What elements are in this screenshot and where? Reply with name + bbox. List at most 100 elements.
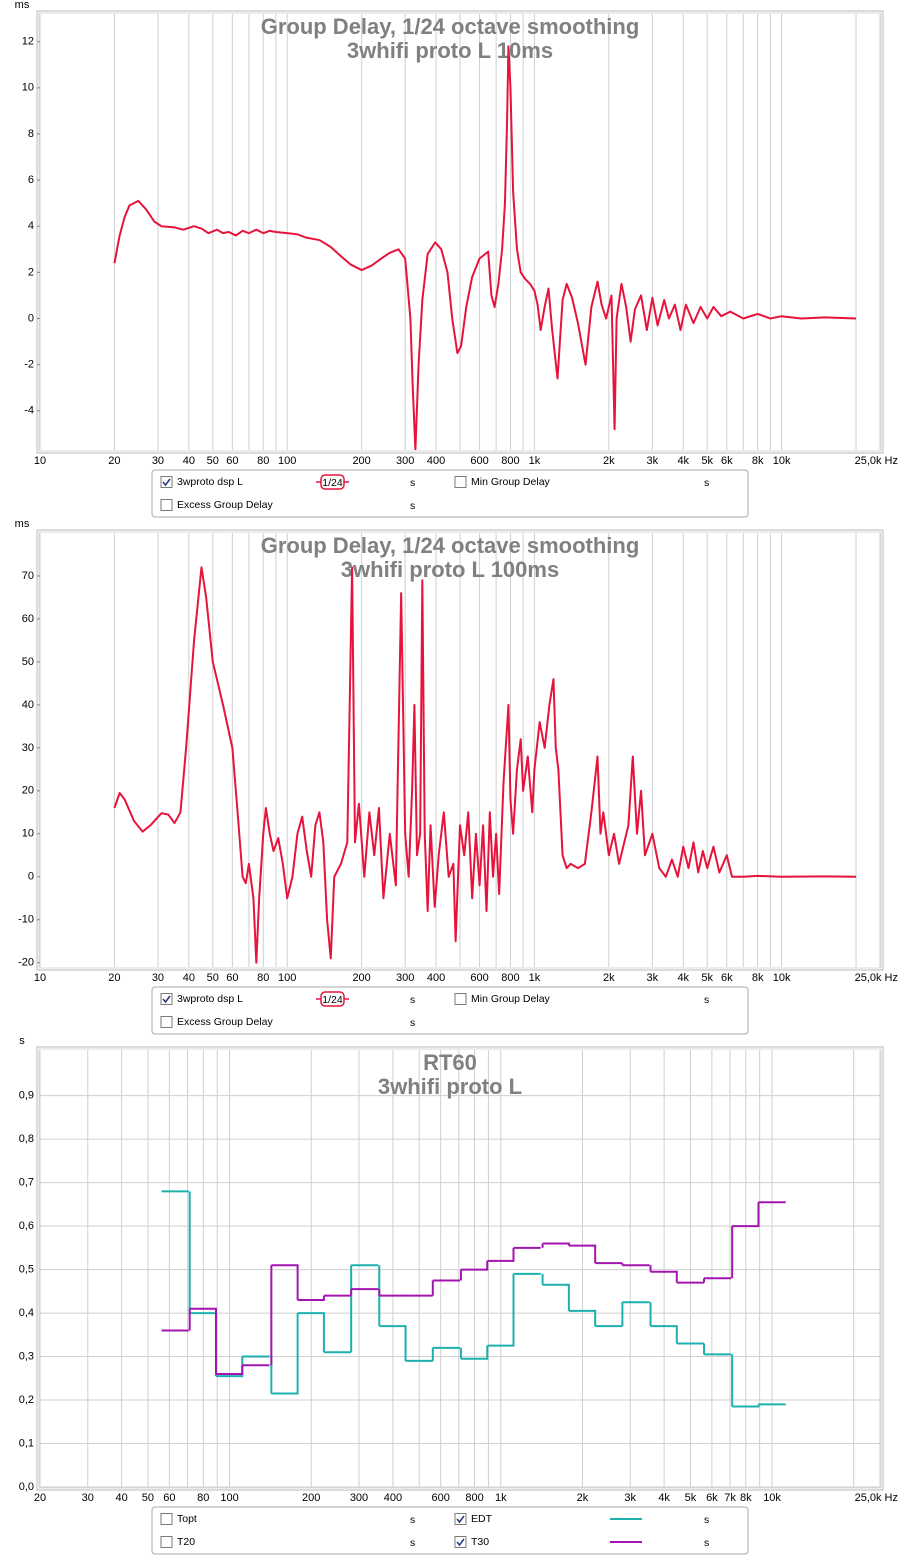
x-tick-label: 60 [226,455,238,467]
legend-unit: s [704,477,709,489]
legend-item[interactable]: Min Group Delay s [454,993,709,1006]
legend-item[interactable]: Excess Group Delay s [160,1016,415,1029]
legend-label: Topt [177,1513,197,1525]
legend-item[interactable]: 3wproto dsp L s 1/24 [160,474,415,490]
checkbox[interactable] [160,1513,173,1525]
y-tick-label: 0,2 [19,1394,34,1406]
x-tick-label: 4k [677,972,689,984]
checkbox[interactable] [454,993,467,1005]
y-tick-label: 10 [22,828,34,840]
y-tick-label: -4 [24,405,34,417]
x-tick-label: 1k [529,972,541,984]
x-tick-label: 50 [207,972,219,984]
legend-box [151,1506,749,1555]
legend-item[interactable]: 3wproto dsp L s 1/24 [160,991,415,1007]
x-tick-label: 30 [82,1492,94,1504]
checkbox[interactable] [160,1016,173,1028]
y-tick-label: -20 [18,957,34,969]
checkbox[interactable] [160,1536,173,1548]
x-tick-label: 3k [624,1492,636,1504]
chart-subtitle: 3whifi proto L 100ms [341,557,559,582]
legend-label: Min Group Delay [471,993,551,1005]
x-tick-label: 80 [197,1492,209,1504]
y-tick-label: 50 [22,656,34,668]
check-mark [456,1538,465,1547]
plot-clip [113,566,857,964]
smoothing-label: 1/24 [322,994,343,1006]
x-tick-label: 20 [34,1492,46,1504]
x-tick-label: 40 [183,972,195,984]
checkbox[interactable] [454,1513,467,1525]
y-tick-label: 20 [22,785,34,797]
checkbox[interactable] [160,499,173,511]
chart-subtitle: 3whifi proto L 10ms [347,38,553,63]
x-tick-label: 200 [352,455,370,467]
x-tick-label: 400 [427,455,445,467]
legend-item[interactable]: T30 s [454,1536,709,1549]
smoothing-badge[interactable] [320,474,345,490]
plot-clip [161,1190,786,1408]
x-tick-label: 3k [647,455,659,467]
x-tick-label: 400 [427,972,445,984]
x-tick-label: 8k [740,1492,752,1504]
legend-item[interactable]: Min Group Delay s [454,476,709,489]
y-unit: ms [15,518,30,530]
x-tick-label: 60 [226,972,238,984]
x-tick-label: 600 [470,455,488,467]
legend-item[interactable]: Topt s [160,1513,415,1526]
x-tick-label: 300 [396,972,414,984]
y-tick-label: 0,5 [19,1263,34,1275]
legend-item[interactable]: T20 s [160,1536,415,1549]
checkbox[interactable] [160,476,173,488]
checkbox[interactable] [454,476,467,488]
x-tick-label: 200 [352,972,370,984]
y-tick-label: 0,9 [19,1090,34,1102]
x-tick-label: 7k [724,1492,736,1504]
y-tick-label: 0,4 [19,1307,34,1319]
legend-unit: s [410,500,415,512]
y-tick-label: 8 [28,128,34,140]
x-tick-label: 2k [603,455,615,467]
legend-unit: s [704,994,709,1006]
y-tick-label: 0 [28,871,34,883]
smoothing-badge[interactable] [320,991,345,1007]
y-tick-label: 6 [28,174,34,186]
legend-item[interactable]: Excess Group Delay s [160,499,415,512]
legend-item[interactable]: EDT s [454,1513,709,1526]
y-unit: s [19,1035,25,1047]
legend-box [151,986,749,1035]
data-line [113,566,857,964]
x-tick-label: 25,0k Hz [855,455,898,467]
x-tick-label: 30 [152,972,164,984]
chart-panel: s 20 30 40 50 60 80 100 200 300 400 600 800 1k 2k 3k 4k 5… [19,1035,898,1555]
legend-unit: s [704,1537,709,1549]
legend-unit: s [410,1537,415,1549]
x-tick-label: 10 [34,972,46,984]
chart-title: RT60 [423,1050,477,1075]
y-tick-label: 0,3 [19,1350,34,1362]
checkbox[interactable] [454,1536,467,1548]
y-tick-label: 10 [22,82,34,94]
legend-label: Min Group Delay [471,476,551,488]
x-tick-label: 300 [350,1492,368,1504]
y-tick-label: 60 [22,613,34,625]
legend-label: 3wproto dsp L [177,476,243,488]
x-tick-label: 300 [396,455,414,467]
legend-label: 3wproto dsp L [177,993,243,1005]
x-tick-label: 2k [603,972,615,984]
x-tick-label: 8k [752,455,764,467]
x-tick-label: 20 [108,455,120,467]
x-tick-label: 10 [34,455,46,467]
x-tick-label: 50 [142,1492,154,1504]
legend-label: EDT [471,1513,493,1525]
chart-title: Group Delay, 1/24 octave smoothing [261,14,640,39]
y-tick-label: 40 [22,699,34,711]
x-tick-label: 80 [257,455,269,467]
x-tick-label: 400 [384,1492,402,1504]
checkbox[interactable] [160,993,173,1005]
check-mark [162,478,171,487]
check-mark [456,1515,465,1524]
x-tick-label: 4k [658,1492,670,1504]
